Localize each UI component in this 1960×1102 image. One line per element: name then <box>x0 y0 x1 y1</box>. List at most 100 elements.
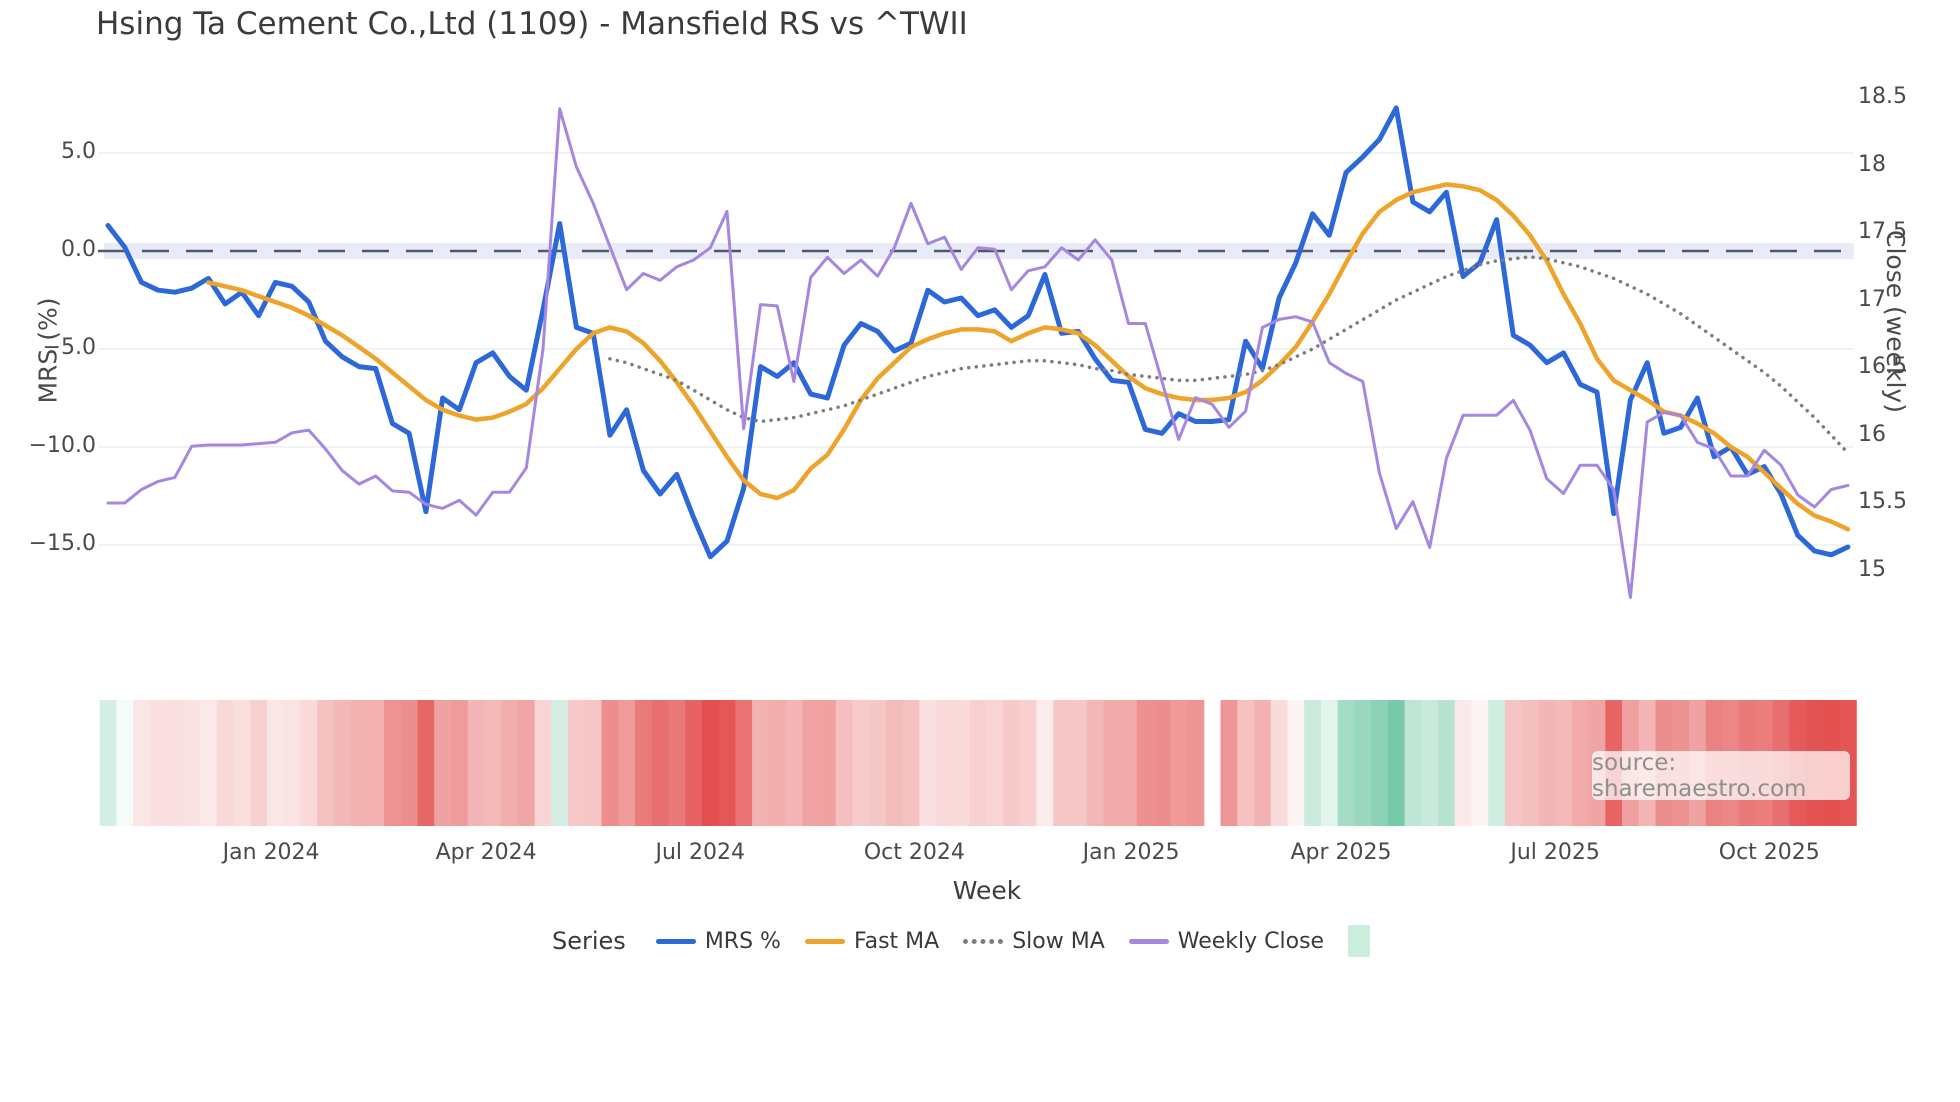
heatmap-bar <box>1003 700 1021 826</box>
heatmap-bar <box>1371 700 1389 826</box>
x-axis-title: Week <box>952 876 1022 905</box>
heatmap-bar <box>1521 700 1539 826</box>
legend-items: MRS % Fast MA Slow MA Weekly Close <box>655 925 1371 957</box>
heatmap-bar <box>1555 700 1573 826</box>
legend-swatch <box>963 938 1004 944</box>
heatmap-bar <box>969 700 987 826</box>
legend-item-heatmap[interactable] <box>1348 925 1371 957</box>
legend-swatch <box>1128 938 1169 944</box>
x-tick-label: Jan 2024 <box>222 840 320 865</box>
heatmap-bar <box>1354 700 1372 826</box>
y-left-tick-label: −10.0 <box>28 433 96 458</box>
heatmap-bar <box>1387 700 1406 826</box>
heatmap-bar <box>768 700 787 826</box>
series-line-slow-ma <box>608 255 1850 455</box>
heatmap-bar <box>534 700 552 826</box>
heatmap-bar <box>367 700 385 826</box>
heatmap-bar <box>183 700 201 826</box>
heatmap-bar <box>819 700 837 826</box>
series-line-mrs- <box>105 105 1851 560</box>
heatmap-bar <box>952 700 971 826</box>
heatmap-bar <box>116 700 134 826</box>
legend-item-mrs-[interactable]: MRS % <box>655 928 781 954</box>
heatmap-bar <box>283 700 301 826</box>
heatmap-bar <box>233 700 251 826</box>
legend-swatch <box>655 938 696 944</box>
heatmap-bar <box>685 700 703 826</box>
heatmap-bar <box>651 700 669 826</box>
heatmap-bar <box>701 700 720 826</box>
heatmap-bar <box>467 700 485 826</box>
heatmap-bar <box>1153 700 1171 826</box>
heatmap-bar <box>517 700 536 826</box>
heatmap-bar <box>350 700 368 826</box>
heatmap-bar <box>1019 700 1038 826</box>
heatmap-bar <box>133 700 151 826</box>
heatmap-bar <box>618 700 636 826</box>
heatmap-bar <box>1237 700 1255 826</box>
heatmap-bar <box>1320 700 1339 826</box>
heatmap-bar <box>986 700 1004 826</box>
heatmap-bar <box>1069 700 1088 826</box>
heatmap-bar <box>1471 700 1489 826</box>
heatmap-bar <box>584 700 603 826</box>
heatmap-bar <box>400 700 419 826</box>
x-tick-label: Jul 2025 <box>1510 840 1600 865</box>
x-tick-label: Apr 2024 <box>435 840 537 865</box>
x-tick-label: Oct 2024 <box>863 840 965 865</box>
heatmap-bar <box>1404 700 1422 826</box>
y-left-tick-label: −5.0 <box>42 335 96 360</box>
y-right-tick-label: 16 <box>1858 421 1886 447</box>
heatmap-bar <box>835 700 853 826</box>
heatmap-bar <box>1120 700 1138 826</box>
heatmap-bar <box>1438 700 1456 826</box>
heatmap-bar <box>568 700 586 826</box>
heatmap-bar <box>869 700 887 826</box>
heatmap-bar <box>300 700 318 826</box>
heatmap-bar <box>250 700 268 826</box>
legend-item-fast-ma[interactable]: Fast MA <box>804 928 940 954</box>
heatmap-bar <box>1454 700 1472 826</box>
legend-item-slow-ma[interactable]: Slow MA <box>963 929 1105 954</box>
series-line-weekly-close <box>106 107 1850 599</box>
chart-title: Hsing Ta Cement Co.,Ltd (1109) - Mansfie… <box>96 6 968 42</box>
legend-item-label: Slow MA <box>1012 928 1105 954</box>
legend-item-label: MRS % <box>704 928 781 954</box>
heatmap-bar <box>1488 700 1506 826</box>
heatmap-bar <box>551 700 569 826</box>
y-left-tick-label: 0.0 <box>61 237 96 262</box>
x-tick-label: Jul 2024 <box>655 840 745 865</box>
legend-item-weekly-close[interactable]: Weekly Close <box>1128 928 1325 954</box>
y-right-tick-label: 15.5 <box>1858 489 1907 514</box>
y-right-tick-label: 15 <box>1858 556 1886 582</box>
legend-item-label: Fast MA <box>853 928 940 954</box>
legend-item-label: Weekly Close <box>1177 928 1325 954</box>
heatmap-bar <box>802 700 820 826</box>
heatmap-bar <box>1036 700 1054 826</box>
heatmap-bar <box>1254 700 1272 826</box>
heatmap-bar <box>417 700 435 826</box>
heatmap-bar <box>785 700 803 826</box>
heatmap-bar <box>501 700 519 826</box>
heatmap-bar <box>936 700 954 826</box>
heatmap-bar <box>1136 700 1155 826</box>
heatmap-bar <box>200 700 218 826</box>
heatmap-bar <box>484 700 502 826</box>
y-right-tick-label: 17.5 <box>1858 219 1907 244</box>
heatmap-bar <box>634 700 653 826</box>
x-tick-label: Jan 2025 <box>1082 840 1180 865</box>
heatmap-bar <box>99 700 117 826</box>
heatmap-bar <box>1170 700 1188 826</box>
legend-swatch <box>804 938 845 944</box>
heatmap-bar <box>852 700 870 826</box>
x-tick-label: Apr 2025 <box>1290 840 1392 865</box>
y-right-tick-label: 18.5 <box>1858 84 1907 109</box>
heatmap-bar <box>1304 700 1322 826</box>
heatmap-bar <box>735 700 753 826</box>
y-right-tick-label: 17 <box>1858 286 1886 312</box>
heatmap-bar <box>450 700 469 826</box>
heatmap-bar <box>434 700 452 826</box>
heatmap-bar <box>1421 700 1439 826</box>
heatmap-bar <box>1053 700 1071 826</box>
heatmap-bar <box>384 700 402 826</box>
